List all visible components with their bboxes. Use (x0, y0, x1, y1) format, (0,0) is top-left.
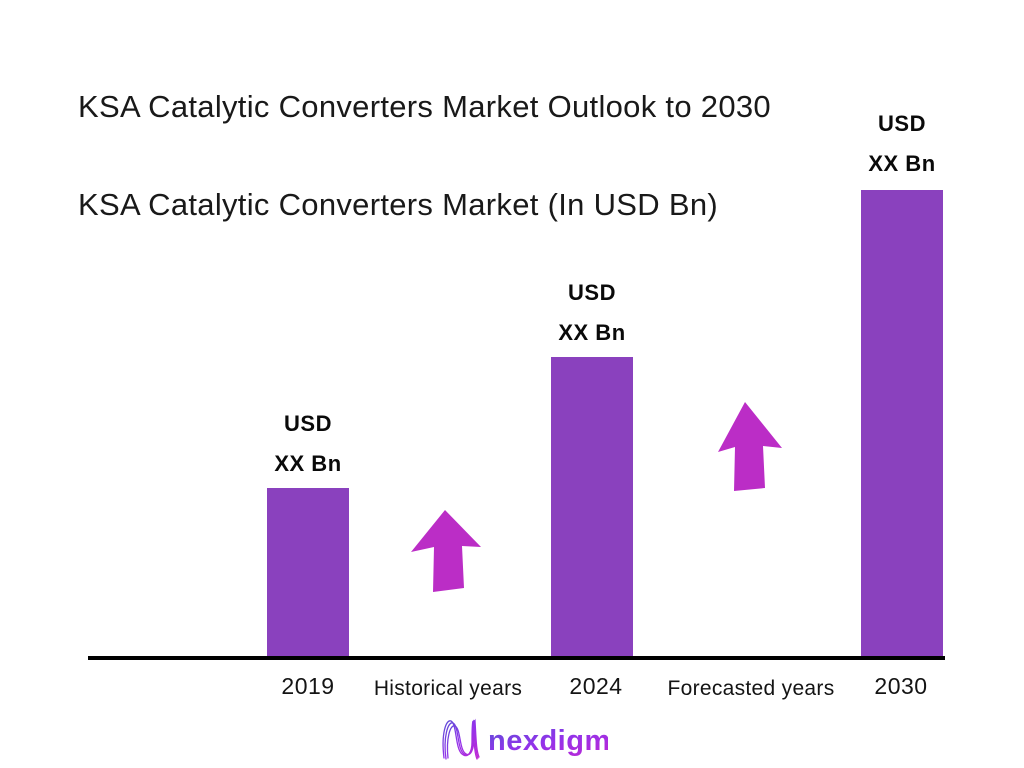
value-label-2019-line2: XX Bn (274, 451, 342, 476)
historical-years-label: Historical years (373, 677, 523, 700)
value-label-2019: USD XX Bn (228, 404, 388, 484)
nexdigm-wave-n-icon (442, 718, 480, 760)
growth-arrow-historical-icon (411, 510, 481, 592)
nexdigm-logo-text: nexdigm (488, 725, 608, 757)
value-label-2024: USD XX Bn (512, 273, 672, 353)
bar-2019 (267, 488, 349, 660)
chart-subtitle: KSA Catalytic Converters Market (In USD … (78, 187, 718, 222)
x-tick-2030: 2030 (874, 673, 928, 699)
chart-title: KSA Catalytic Converters Market Outlook … (78, 89, 771, 124)
x-axis-line (88, 656, 945, 660)
value-label-2030: USD XX Bn (822, 104, 982, 184)
value-label-2024-line2: XX Bn (558, 320, 626, 345)
value-label-2019-line1: USD (284, 411, 332, 436)
x-tick-2019: 2019 (281, 673, 335, 699)
value-label-2024-line1: USD (568, 280, 616, 305)
x-tick-2024: 2024 (569, 673, 623, 699)
forecasted-years-label: Forecasted years (667, 677, 835, 700)
bar-2030 (861, 190, 943, 660)
growth-arrow-forecast-icon (718, 402, 782, 491)
nexdigm-logo: nexdigm (442, 718, 608, 760)
value-label-2030-line1: USD (878, 111, 926, 136)
value-label-2030-line2: XX Bn (868, 151, 936, 176)
bar-2024 (551, 357, 633, 660)
